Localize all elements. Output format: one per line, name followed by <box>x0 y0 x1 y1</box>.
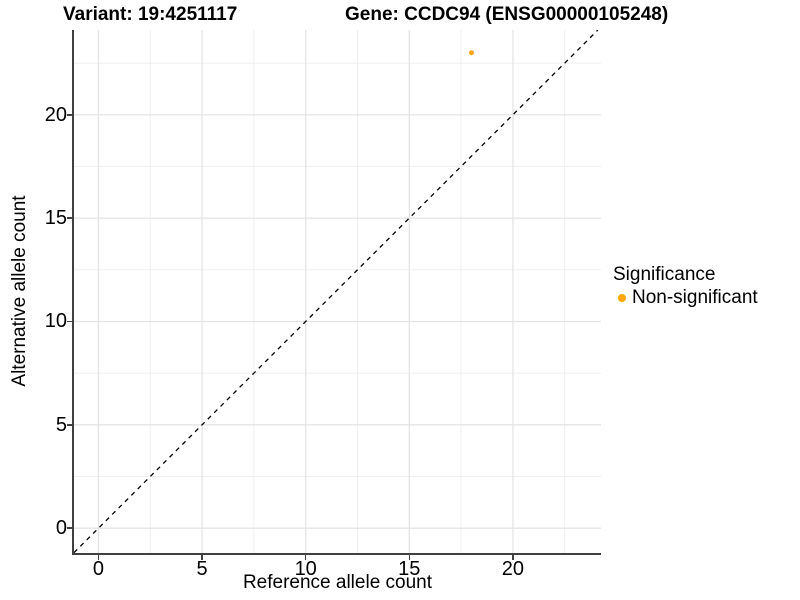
y-axis-title: Alternative allele count <box>9 195 30 387</box>
y-tick-label: 0 <box>55 517 67 540</box>
y-tick-mark <box>67 424 72 426</box>
legend-items: Non-significant <box>613 286 798 310</box>
legend: Significance Non-significant <box>613 264 798 310</box>
y-tick-label: 5 <box>55 413 67 436</box>
x-tick-mark <box>304 555 307 560</box>
data-point <box>468 50 474 56</box>
y-tick-mark <box>67 114 72 116</box>
y-tick-mark <box>67 217 72 219</box>
y-tick-label: 15 <box>44 207 67 230</box>
plot-canvas <box>74 30 601 553</box>
y-tick-label: 20 <box>44 103 67 126</box>
x-tick-mark <box>97 555 100 560</box>
x-tick-label: 15 <box>398 558 421 580</box>
legend-point-icon <box>618 294 626 302</box>
legend-item-label: Non-significant <box>632 287 758 308</box>
legend-item: Non-significant <box>613 286 798 310</box>
plot-panel <box>72 30 601 555</box>
y-tick-mark <box>67 320 72 323</box>
x-tick-mark <box>512 555 514 560</box>
x-tick-mark <box>201 555 203 560</box>
y-tick-label: 10 <box>44 310 67 333</box>
x-tick-label: 10 <box>294 558 317 580</box>
plot-title-variant: Variant: 19:4251117 <box>63 4 238 25</box>
plot-title-gene: Gene: CCDC94 (ENSG00000105248) <box>345 4 669 25</box>
x-axis-title: Reference allele count <box>242 572 433 593</box>
x-tick-mark <box>408 555 411 560</box>
x-tick-label: 20 <box>501 558 525 580</box>
identity-line <box>74 30 599 553</box>
x-tick-label: 0 <box>92 558 105 580</box>
x-tick-label: 5 <box>196 558 208 580</box>
y-tick-mark <box>67 527 72 529</box>
legend-title: Significance <box>613 264 716 285</box>
